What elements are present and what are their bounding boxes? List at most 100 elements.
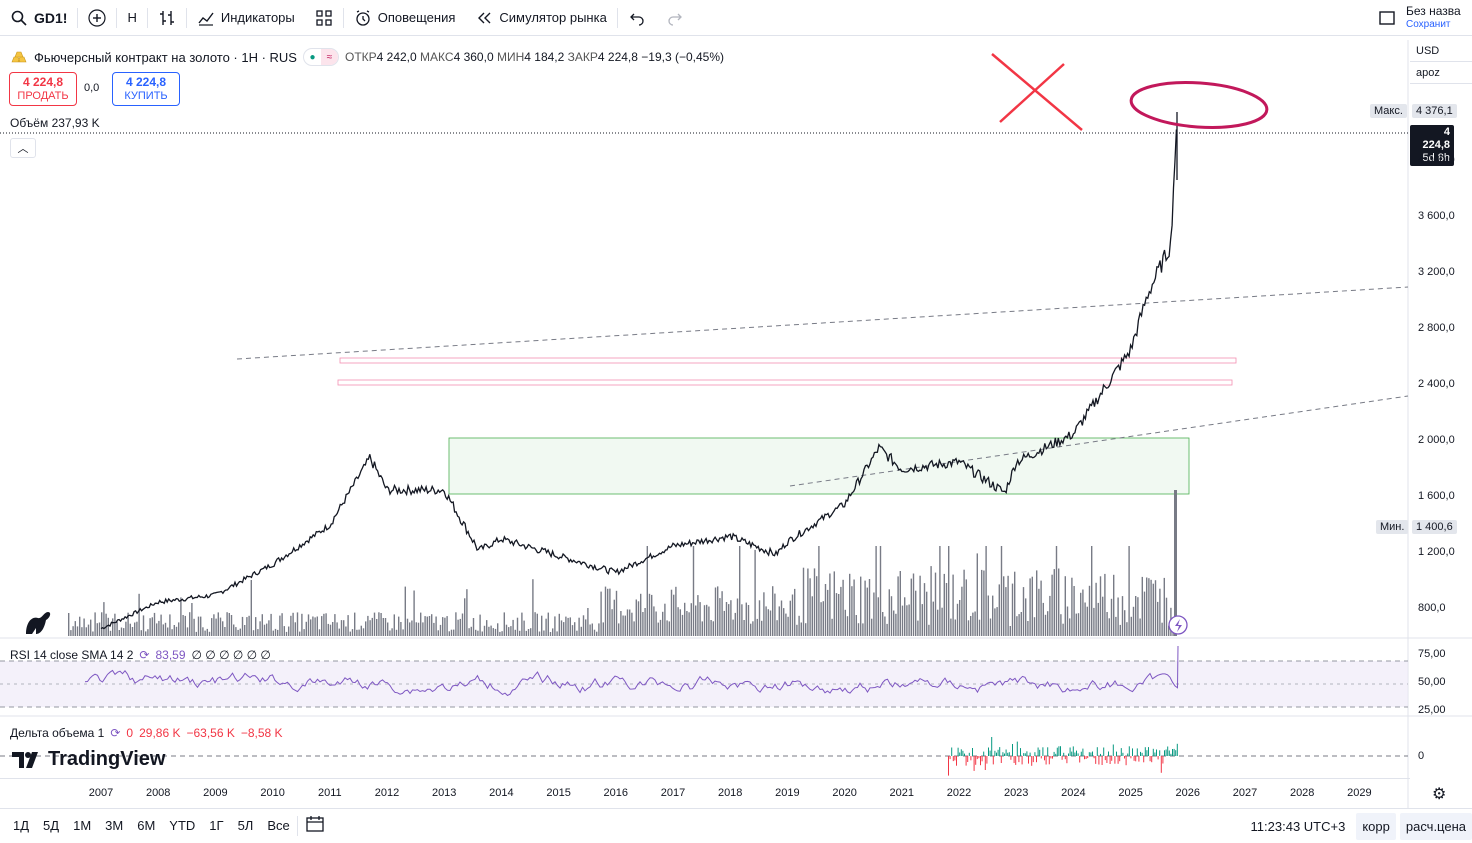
rsi-label[interactable]: RSI 14 close SMA 14 2 — [10, 648, 134, 662]
time-tick: 2024 — [1061, 787, 1086, 799]
volume-bar — [849, 573, 851, 636]
redo-button[interactable] — [656, 0, 694, 36]
delta-bar — [1120, 748, 1122, 756]
delta-bar — [1072, 746, 1074, 756]
volume-bar — [347, 615, 349, 636]
volume-bar — [974, 611, 976, 636]
goto-date-button[interactable] — [298, 815, 332, 836]
volume-bar — [767, 609, 769, 636]
volume-bar — [657, 622, 659, 636]
delta-bar — [991, 737, 993, 756]
settlement-button[interactable]: расч.цена — [1399, 812, 1472, 840]
volume-bar — [1084, 602, 1086, 636]
range-button[interactable]: 5Д — [43, 818, 60, 833]
volume-bar — [343, 620, 345, 636]
trendline-upper[interactable] — [236, 286, 1409, 360]
delta-bar — [1152, 748, 1154, 756]
indicators-button[interactable]: Индикаторы — [187, 0, 305, 36]
volume-bar — [756, 618, 758, 636]
range-button[interactable]: Все — [267, 818, 290, 833]
market-status-pill[interactable]: ● ≈ — [302, 48, 339, 66]
delta-bar — [1176, 743, 1178, 756]
buy-button[interactable]: 4 224,8 КУПИТЬ — [112, 72, 180, 106]
range-button[interactable]: 3М — [105, 818, 124, 833]
range-button[interactable]: 1Д — [13, 818, 30, 833]
volume-bar — [783, 608, 785, 636]
chart-type-button[interactable] — [148, 0, 186, 36]
volume-bar — [145, 631, 147, 636]
volume-bar — [871, 618, 873, 636]
scale-mode-button[interactable]: apoz — [1410, 62, 1472, 84]
red-cross-annotation[interactable] — [991, 53, 1083, 131]
volume-bar — [369, 620, 371, 636]
delta-bar — [1172, 749, 1173, 756]
delta-bar — [1093, 756, 1095, 759]
sell-label: ПРОДАТЬ — [17, 90, 69, 102]
volume-bar — [789, 600, 791, 636]
replay-button[interactable]: Симулятор рынка — [465, 0, 616, 36]
adjust-button[interactable]: корр — [1356, 812, 1396, 840]
gold-bars-icon — [11, 51, 27, 63]
delta-bar — [1047, 747, 1049, 756]
templates-button[interactable] — [305, 0, 343, 36]
volume-bar — [655, 611, 657, 636]
volume-bar — [1025, 598, 1027, 636]
volume-bar — [829, 573, 831, 636]
delta-bar — [1114, 756, 1116, 764]
time-axis[interactable]: 2007 2008 2009 2010 2011 2012 2013 2014 2015 2016… — [0, 778, 1410, 806]
volume-bar — [688, 612, 690, 636]
symbol-search[interactable]: GD1! — [0, 0, 77, 36]
volume-bar — [393, 614, 395, 636]
volume-bar — [303, 629, 305, 636]
refresh-icon[interactable]: ⟳ — [110, 726, 121, 740]
delta-bar — [960, 749, 962, 756]
symbol-title[interactable]: Фьючерсный контракт на золото · 1H · RUS — [34, 49, 297, 65]
tradingview-logo[interactable]: TradingView — [12, 748, 165, 771]
volume-bar — [992, 595, 994, 636]
volume-bar — [169, 614, 171, 636]
price-series — [100, 112, 1178, 630]
volume-bar — [1095, 582, 1097, 636]
volume-bar — [178, 622, 180, 636]
volume-bar — [624, 615, 626, 636]
indicators-label: Индикаторы — [220, 10, 295, 25]
delta-bar — [1101, 756, 1103, 765]
volume-bar — [989, 618, 992, 636]
range-button[interactable]: 6М — [137, 818, 156, 833]
volume-bar — [464, 598, 466, 636]
interval-button[interactable]: H — [117, 0, 146, 36]
delta-bar — [1159, 750, 1161, 756]
volume-bar — [877, 597, 879, 636]
volume-bar — [1075, 613, 1077, 636]
volume-bar — [338, 628, 340, 636]
volume-bar — [325, 613, 327, 636]
resistance-zone-upper[interactable] — [339, 357, 1237, 364]
range-button[interactable]: 5Л — [237, 818, 254, 833]
range-button[interactable]: YTD — [169, 818, 196, 833]
tv-logo-icon — [12, 751, 38, 768]
delta-label[interactable]: Дельта объема 1 — [10, 726, 105, 740]
compare-button[interactable] — [78, 0, 116, 36]
volume-bar — [580, 626, 582, 636]
settings-icon[interactable]: ⚙ — [1432, 786, 1447, 803]
range-box[interactable] — [448, 437, 1190, 495]
alerts-button[interactable]: Оповещения — [344, 0, 466, 36]
layout-name-button[interactable]: Без назва Сохранит — [1406, 5, 1472, 31]
range-button[interactable]: 1Г — [209, 818, 224, 833]
volume-bar — [455, 612, 457, 636]
resistance-zone-lower[interactable] — [337, 379, 1233, 386]
clock[interactable]: 11:23:43 UTC+3 — [1250, 818, 1346, 834]
rsi-tick: 25,00 — [1418, 704, 1446, 716]
collapse-legend-button[interactable]: ︿ — [10, 138, 36, 158]
range-button[interactable]: 1М — [73, 818, 92, 833]
currency-button[interactable]: USD — [1410, 40, 1472, 62]
sell-button[interactable]: 4 224,8 ПРОДАТЬ — [9, 72, 77, 106]
undo-button[interactable] — [618, 0, 656, 36]
fullscreen-button[interactable] — [1368, 0, 1406, 36]
time-tick: 2019 — [775, 787, 800, 799]
refresh-icon[interactable]: ⟳ — [139, 648, 150, 662]
volume-bar — [400, 622, 402, 636]
delta-bar — [1013, 756, 1015, 763]
circle-annotation[interactable] — [1129, 78, 1269, 131]
